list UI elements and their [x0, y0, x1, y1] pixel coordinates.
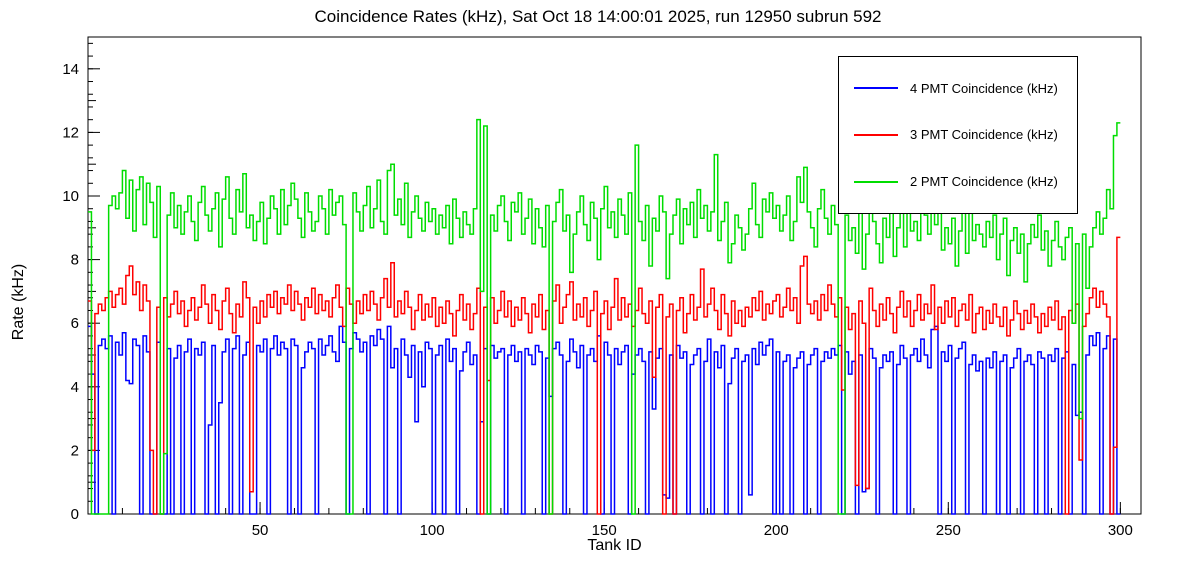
legend: 4 PMT Coincidence (kHz) 3 PMT Coincidenc… [838, 56, 1078, 214]
x-tick-label: 300 [1108, 522, 1133, 539]
y-tick-label: 2 [71, 442, 79, 459]
x-tick-label: 50 [252, 522, 269, 539]
series-three_pmt-line [88, 236, 1121, 515]
x-axis-title: Tank ID [587, 537, 642, 554]
x-tick-label: 150 [592, 522, 617, 539]
x-tick-label: 200 [764, 522, 789, 539]
y-tick-label: 6 [71, 315, 79, 332]
legend-label-4pmt: 4 PMT Coincidence (kHz) [910, 80, 1058, 96]
legend-line-sample-3pmt [854, 133, 898, 136]
y-axis-title: Rate (kHz) [10, 263, 27, 341]
x-tick-label: 100 [420, 522, 445, 539]
legend-entry-3pmt: 3 PMT Coincidence (kHz) [839, 127, 1077, 142]
y-tick-label: 12 [62, 124, 79, 141]
y-tick-label: 4 [71, 379, 79, 396]
legend-entry-2pmt: 2 PMT Coincidence (kHz) [839, 174, 1077, 189]
y-tick-label: 14 [62, 61, 79, 78]
y-tick-label: 10 [62, 188, 79, 205]
legend-line-sample-4pmt [854, 87, 898, 90]
legend-entry-4pmt: 4 PMT Coincidence (kHz) [839, 81, 1077, 96]
legend-label-2pmt: 2 PMT Coincidence (kHz) [910, 174, 1058, 190]
x-tick-label: 250 [936, 522, 961, 539]
y-tick-label: 0 [71, 506, 79, 523]
series-two_pmt-line [88, 118, 1121, 515]
y-tick-label: 8 [71, 252, 79, 269]
legend-label-3pmt: 3 PMT Coincidence (kHz) [910, 127, 1058, 143]
legend-line-sample-2pmt [854, 180, 898, 183]
series-four_pmt-line [88, 325, 1121, 515]
chart-title: Coincidence Rates (kHz), Sat Oct 18 14:0… [314, 7, 882, 26]
